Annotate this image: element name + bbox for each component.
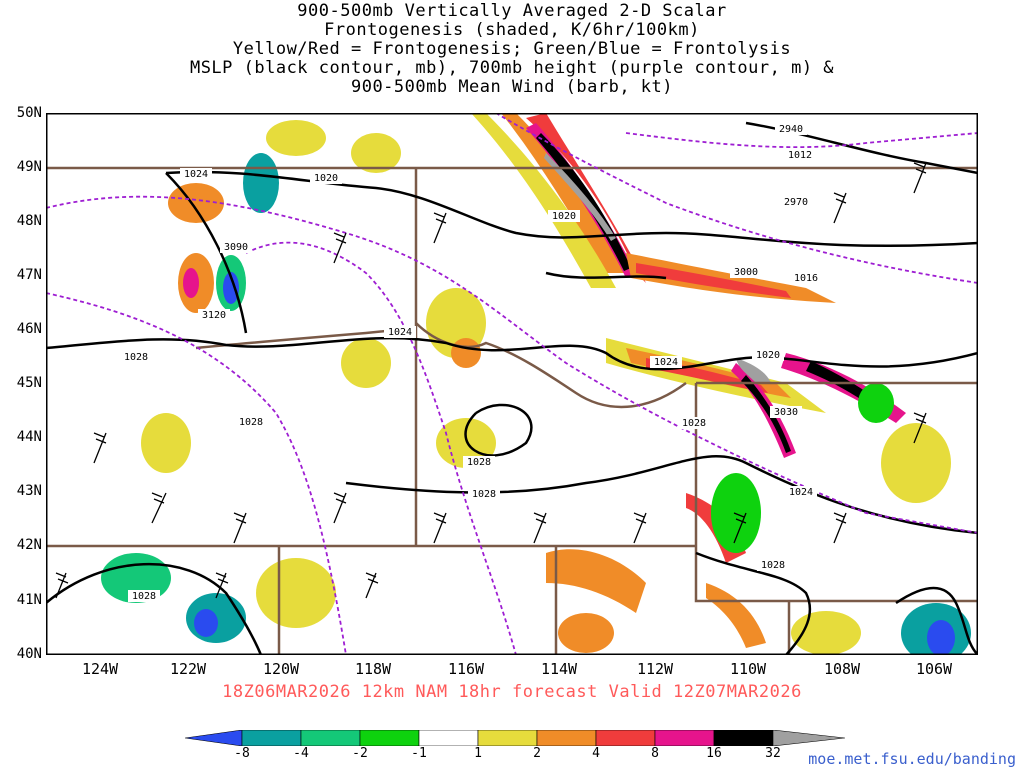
lon-label-112w: 112W — [636, 660, 674, 678]
colorbar-segment — [185, 730, 243, 746]
lon-label-108w: 108W — [823, 660, 861, 678]
height-label: 2940 — [775, 123, 807, 135]
colorbar-tick: 8 — [651, 746, 659, 761]
lon-label-122w: 122W — [169, 660, 207, 678]
mslp-label: 1024 — [180, 168, 212, 180]
colorbar-segment — [477, 730, 538, 746]
title-line-1: 900-500mb Vertically Averaged 2-D Scalar — [297, 1, 727, 21]
colorbar-segment — [654, 730, 715, 746]
lat-label-40n: 40N — [16, 646, 42, 662]
svg-text:2970: 2970 — [784, 197, 808, 208]
height-label: 3030 — [770, 406, 802, 418]
colorbar-tick: 4 — [592, 746, 600, 761]
lat-label-45n: 45N — [16, 375, 42, 391]
source-credit: moe.met.fsu.edu/banding — [808, 750, 1016, 768]
mslp-label: 1028 — [128, 590, 160, 602]
lon-label-110w: 110W — [729, 660, 767, 678]
wind-barbs — [55, 162, 927, 599]
svg-text:3090: 3090 — [224, 242, 248, 253]
title-line-3: Yellow/Red = Frontogenesis; Green/Blue =… — [232, 39, 792, 59]
mslp-contours — [46, 121, 978, 655]
mslp-label: 1020 — [752, 349, 784, 361]
colorbar-tick: -8 — [234, 746, 250, 761]
colorbar-segment — [359, 730, 420, 746]
lon-label-116w: 116W — [447, 660, 485, 678]
lat-label-50n: 50N — [16, 105, 42, 121]
svg-text:1024: 1024 — [184, 169, 208, 180]
svg-text:1020: 1020 — [314, 173, 338, 184]
forecast-valid-line: 18Z06MAR2026 12km NAM 18hr forecast Vali… — [222, 682, 802, 702]
svg-text:1028: 1028 — [682, 418, 706, 429]
colorbar-tick: -1 — [411, 746, 427, 761]
height-700mb-contours — [46, 113, 978, 655]
lon-label-114w: 114W — [540, 660, 578, 678]
svg-text:1024: 1024 — [789, 487, 813, 498]
height-label: 3000 — [730, 266, 762, 278]
height-label: 3120 — [198, 309, 230, 321]
lon-label-120w: 120W — [262, 660, 300, 678]
height-label: 3090 — [220, 241, 252, 253]
svg-text:1028: 1028 — [132, 591, 156, 602]
lon-label-124w: 124W — [81, 660, 119, 678]
lat-label-41n: 41N — [16, 592, 42, 608]
mslp-label: 1028 — [120, 351, 152, 363]
colorbar-tick: 1 — [474, 746, 482, 761]
svg-text:3000: 3000 — [734, 267, 758, 278]
mslp-label: 1024 — [650, 356, 682, 368]
colorbar-segment — [713, 730, 774, 746]
svg-text:1020: 1020 — [552, 211, 576, 222]
lat-label-49n: 49N — [16, 159, 42, 175]
lon-label-106w: 106W — [915, 660, 953, 678]
colorbar-segment — [595, 730, 656, 746]
lat-label-48n: 48N — [16, 213, 42, 229]
colorbar-segment — [536, 730, 597, 746]
svg-text:1024: 1024 — [654, 357, 678, 368]
mslp-label: 1020 — [310, 172, 342, 184]
mslp-label: 1028 — [468, 488, 500, 500]
height-label: 2970 — [780, 196, 812, 208]
colorbar-tick: -4 — [293, 746, 309, 761]
svg-text:1028: 1028 — [472, 489, 496, 500]
mslp-label: 1028 — [235, 416, 267, 428]
svg-text:3030: 3030 — [774, 407, 798, 418]
title-line-2: Frontogenesis (shaded, K/6hr/100km) — [324, 20, 700, 40]
mslp-label: 1024 — [785, 486, 817, 498]
colorbar-segment — [772, 730, 845, 746]
title-line-5: 900-500mb Mean Wind (barb, kt) — [350, 77, 674, 97]
svg-text:2940: 2940 — [779, 124, 803, 135]
lat-label-42n: 42N — [16, 537, 42, 553]
mslp-label: 1028 — [757, 559, 789, 571]
svg-text:3120: 3120 — [202, 310, 226, 321]
colorbar-segment — [418, 730, 479, 746]
contour-labels: 1024 1020 1020 1012 1016 1024 1020 1024 … — [120, 123, 822, 602]
colorbar-segment — [300, 730, 361, 746]
title-line-4: MSLP (black contour, mb), 700mb height (… — [189, 58, 835, 78]
svg-text:1028: 1028 — [467, 457, 491, 468]
svg-text:1012: 1012 — [788, 150, 812, 161]
colorbar-segment — [241, 730, 302, 746]
lat-label-44n: 44N — [16, 429, 42, 445]
mslp-label: 1012 — [784, 149, 816, 161]
svg-text:1016: 1016 — [794, 273, 818, 284]
mslp-label: 1020 — [548, 210, 580, 222]
lon-label-118w: 118W — [354, 660, 392, 678]
colorbar-tick: 16 — [706, 746, 722, 761]
svg-text:1020: 1020 — [756, 350, 780, 361]
colorbar-tick: 2 — [533, 746, 541, 761]
svg-text:1024: 1024 — [388, 327, 412, 338]
frontogenesis-colorbar — [185, 730, 845, 746]
lat-label-46n: 46N — [16, 321, 42, 337]
svg-text:1028: 1028 — [761, 560, 785, 571]
colorbar-tick: 32 — [765, 746, 781, 761]
mslp-label: 1016 — [790, 272, 822, 284]
svg-text:1028: 1028 — [239, 417, 263, 428]
colorbar-tick: -2 — [352, 746, 368, 761]
mslp-label: 1028 — [678, 417, 710, 429]
lat-label-47n: 47N — [16, 267, 42, 283]
mslp-label: 1028 — [463, 456, 495, 468]
mslp-label: 1024 — [384, 326, 416, 338]
frontogenesis-map: 1024 1020 1020 1012 1016 1024 1020 1024 … — [46, 113, 978, 655]
lat-label-43n: 43N — [16, 483, 42, 499]
svg-text:1028: 1028 — [124, 352, 148, 363]
